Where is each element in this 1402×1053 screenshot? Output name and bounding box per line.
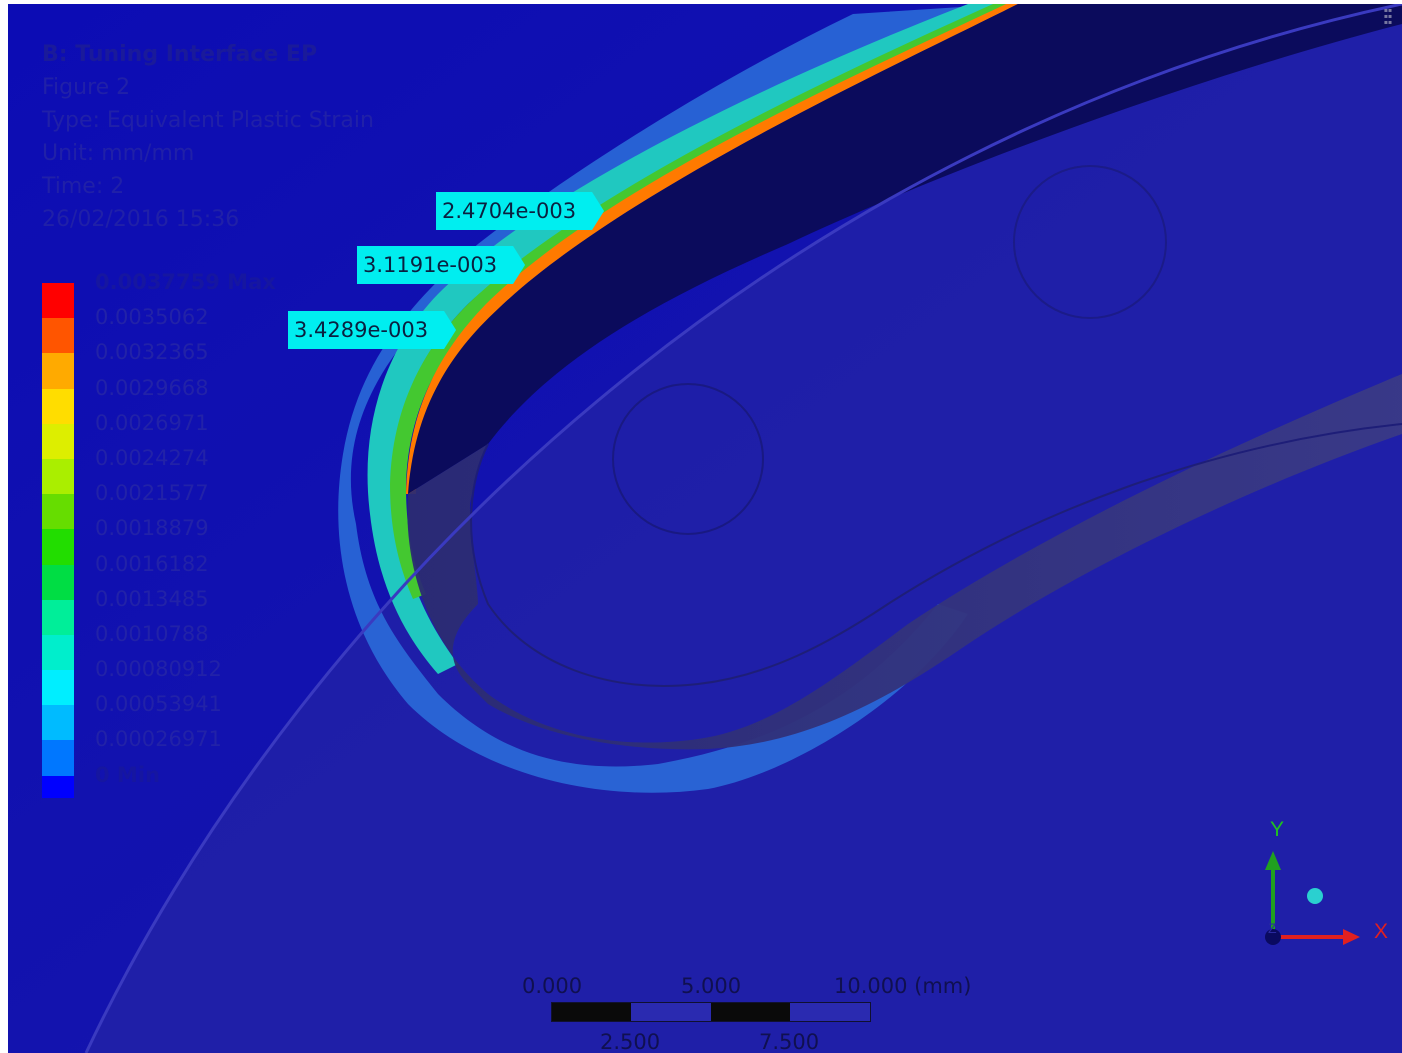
legend-swatch <box>42 740 74 777</box>
result-type: Type: Equivalent Plastic Strain <box>42 108 374 133</box>
legend-label: 0.0013485 <box>95 586 209 611</box>
z-axis-origin <box>1265 929 1281 945</box>
probe-label[interactable]: 3.4289e-003 <box>288 311 456 349</box>
legend-label: 0.0037759 Max <box>95 270 276 294</box>
legend-swatch <box>42 599 74 636</box>
iso-ball-icon[interactable] <box>1307 888 1323 904</box>
legend-label: 0.00053941 <box>95 692 222 717</box>
face-edge <box>84 4 1402 1053</box>
legend-label: 0.0026971 <box>95 410 209 435</box>
legend-swatch <box>42 494 74 531</box>
result-info-block: B: Tuning Interface EP Figure 2 Type: Eq… <box>42 38 374 236</box>
hole-outline <box>612 383 764 535</box>
probe-label[interactable]: 2.4704e-003 <box>436 192 604 230</box>
view-corner-icon[interactable]: ▪▪ ▪▪ ▪▪ <box>1383 7 1393 26</box>
z-axis-label: Z <box>1268 920 1277 936</box>
x-axis-head <box>1343 929 1360 945</box>
scale-label: 0.000 <box>522 974 583 998</box>
scale-bar <box>551 1002 871 1022</box>
scale-label: 5.000 <box>681 974 742 998</box>
result-title: B: Tuning Interface EP <box>42 42 318 67</box>
hole-outline <box>1013 165 1167 319</box>
legend-label: 0.0010788 <box>95 621 209 646</box>
figure-label: Figure 2 <box>42 75 131 100</box>
legend-swatch <box>42 318 74 355</box>
legend-label: 0.0032365 <box>95 340 209 365</box>
legend-swatch <box>42 388 74 425</box>
model-scene[interactable]: X Y Z <box>8 4 1402 1053</box>
legend-swatch <box>42 775 74 798</box>
legend-label: 0.0018879 <box>95 516 209 541</box>
scale-bar-segment <box>631 1003 711 1021</box>
legend-swatch <box>42 634 74 671</box>
x-axis-label: X <box>1374 920 1388 943</box>
strain-halo-cyan <box>367 4 1008 674</box>
scale-label: 7.500 <box>759 1030 820 1053</box>
legend-swatch <box>42 353 74 390</box>
legend-label: 0.00080912 <box>95 657 222 682</box>
scale-bar-segment <box>790 1003 870 1021</box>
legend-swatch <box>42 283 74 319</box>
legend-label: 0.0016182 <box>95 551 209 576</box>
y-axis-label: Y <box>1270 818 1284 841</box>
legend-label: 0.0024274 <box>95 445 209 470</box>
probe-label[interactable]: 3.1191e-003 <box>357 246 525 284</box>
graphics-viewport[interactable]: X Y Z B: Tuning Interface EP Figure 2 Ty… <box>8 4 1402 1053</box>
disc-face <box>86 4 1402 1053</box>
tube-inner-edge <box>470 423 1402 687</box>
scale-bar-segment <box>711 1003 790 1021</box>
legend-swatch <box>42 529 74 566</box>
legend-swatch <box>42 423 74 460</box>
legend-label: 0.00026971 <box>95 727 222 752</box>
legend-label: 0.0035062 <box>95 305 209 330</box>
y-axis-head <box>1265 851 1281 870</box>
legend-label: 0 Min <box>95 762 160 787</box>
legend-label: 0.0029668 <box>95 375 209 400</box>
legend-swatch <box>42 705 74 742</box>
scale-label: 2.500 <box>600 1030 661 1053</box>
result-unit: Unit: mm/mm <box>42 141 195 166</box>
coordinate-triad[interactable]: X Y Z <box>1265 818 1388 945</box>
tube-lower <box>407 374 1402 750</box>
tube-dark-upper <box>408 4 1402 494</box>
scale-bar-segment <box>552 1003 631 1021</box>
result-timestamp: 26/02/2016 15:36 <box>42 207 240 232</box>
legend-label: 0.0021577 <box>95 481 209 506</box>
legend-swatch <box>42 670 74 707</box>
legend-swatch <box>42 564 74 601</box>
scale-label: 10.000 (mm) <box>834 974 972 998</box>
result-time: Time: 2 <box>42 174 125 199</box>
legend-swatch <box>42 458 74 495</box>
